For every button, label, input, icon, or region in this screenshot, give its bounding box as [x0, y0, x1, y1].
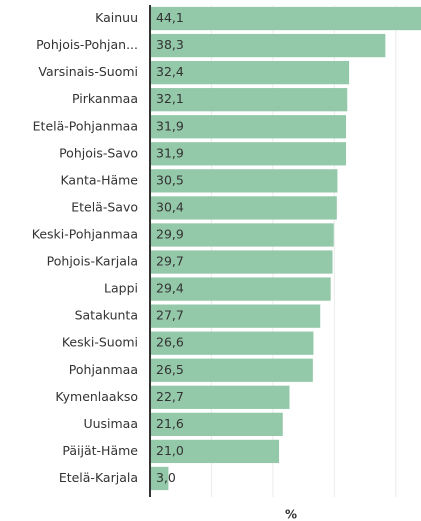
value-label: 32,4	[156, 64, 184, 79]
value-label: 44,1	[156, 10, 184, 25]
value-label: 30,5	[156, 172, 184, 187]
bar	[150, 466, 169, 491]
value-label: 3,0	[156, 470, 176, 485]
value-label: 26,5	[156, 362, 184, 377]
bar	[150, 277, 331, 301]
value-label: 27,7	[156, 308, 184, 323]
y-tick-label: Etelä-Karjala	[59, 470, 138, 485]
value-label: 29,4	[156, 281, 184, 296]
value-label: 32,1	[156, 91, 184, 106]
y-tick-label: Varsinais-Suomi	[38, 64, 138, 79]
y-tick-label: Päijät-Häme	[62, 443, 138, 458]
y-tick-label: Pohjois-Pohjan...	[36, 37, 138, 52]
bar	[150, 142, 347, 166]
y-tick-label: Uusimaa	[83, 416, 138, 431]
value-label: 38,3	[156, 37, 184, 52]
y-tick-label: Pohjanmaa	[69, 362, 138, 377]
y-tick-label: Pirkanmaa	[72, 91, 138, 106]
bar	[150, 358, 313, 382]
value-label: 21,0	[156, 443, 184, 458]
bar	[150, 385, 290, 409]
value-label: 29,9	[156, 226, 184, 241]
y-tick-label: Kymenlaakso	[55, 389, 138, 404]
x-axis-label: %	[285, 508, 297, 521]
value-label: 31,9	[156, 145, 184, 160]
bar	[150, 88, 348, 112]
value-label: 21,6	[156, 416, 184, 431]
bar	[150, 304, 321, 328]
bar	[150, 223, 334, 247]
bar	[150, 115, 347, 139]
bar	[150, 331, 314, 355]
bar	[150, 33, 386, 58]
value-label: 29,7	[156, 254, 184, 269]
y-tick-label: Pohjois-Karjala	[47, 254, 138, 269]
bar	[150, 61, 350, 85]
value-label: 31,9	[156, 118, 184, 133]
y-tick-label: Satakunta	[75, 308, 138, 323]
bar	[150, 412, 283, 436]
bar	[150, 196, 337, 220]
bar	[150, 169, 338, 193]
bar	[150, 6, 421, 31]
value-label: 30,4	[156, 199, 184, 214]
y-tick-label: Etelä-Savo	[71, 199, 138, 214]
y-tick-label: Keski-Suomi	[62, 335, 138, 350]
y-tick-label: Kanta-Häme	[60, 172, 138, 187]
value-label: 22,7	[156, 389, 184, 404]
y-tick-label: Kainuu	[95, 10, 138, 25]
y-tick-label: Pohjois-Savo	[59, 145, 138, 160]
y-tick-label: Etelä-Pohjanmaa	[33, 118, 138, 133]
y-tick-label: Lappi	[104, 281, 138, 296]
bar	[150, 250, 333, 274]
value-label: 26,6	[156, 335, 184, 350]
bar	[150, 439, 280, 464]
y-tick-label: Keski-Pohjanmaa	[32, 226, 138, 241]
